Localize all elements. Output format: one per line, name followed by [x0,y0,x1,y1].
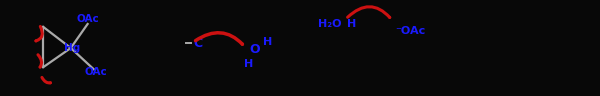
Text: C: C [193,37,202,50]
Text: H₂O: H₂O [318,19,341,29]
FancyArrowPatch shape [347,7,390,17]
FancyArrowPatch shape [42,77,50,83]
FancyArrowPatch shape [36,26,43,41]
Text: H: H [263,37,272,47]
Text: O: O [249,43,260,56]
Text: Hg: Hg [64,43,80,53]
Text: H: H [347,19,356,29]
Text: OAc: OAc [84,67,107,77]
Text: OAc: OAc [77,14,100,24]
Text: H: H [244,59,254,69]
FancyArrowPatch shape [196,33,242,44]
FancyArrowPatch shape [38,55,41,67]
Text: ⁻OAc: ⁻OAc [395,26,425,36]
